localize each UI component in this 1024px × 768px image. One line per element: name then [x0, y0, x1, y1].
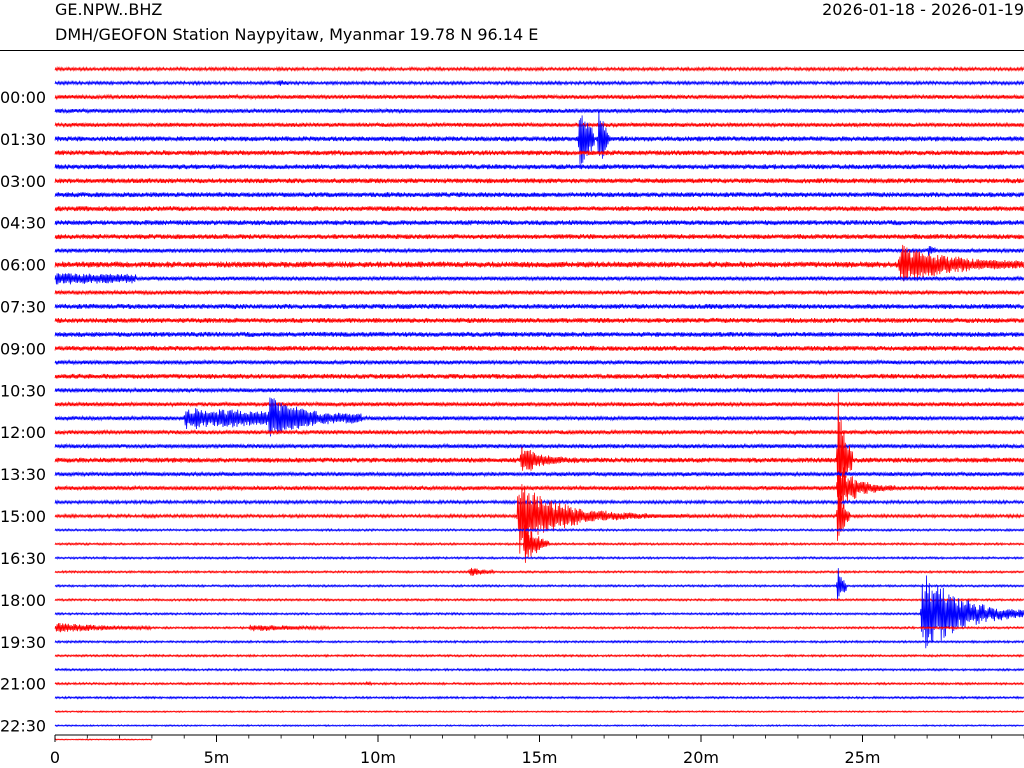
- trace-line-17: [54, 303, 1024, 310]
- trace-line-5: [54, 110, 1024, 165]
- y-tick-label: 09:00: [0, 339, 46, 358]
- trace-line-42: [54, 653, 1024, 658]
- traces-group: [54, 65, 1024, 741]
- trace-line-12: [54, 233, 1024, 240]
- trace-line-22: [54, 373, 1024, 380]
- y-tick-label: 00:00: [0, 88, 46, 107]
- trace-line-11: [54, 219, 1024, 226]
- y-tick-label: 13:30: [0, 465, 46, 484]
- y-tick-label: 03:00: [0, 172, 46, 191]
- trace-line-24: [54, 400, 1024, 408]
- y-tick-label: 12:00: [0, 423, 46, 442]
- x-tick-label: 20m: [683, 748, 719, 767]
- trace-line-2: [54, 93, 1024, 101]
- y-tick-label: 01:30: [0, 130, 46, 149]
- trace-line-27: [54, 442, 1024, 450]
- trace-line-14: [54, 244, 1024, 282]
- trace-line-4: [54, 121, 1024, 129]
- trace-line-31: [54, 499, 1024, 506]
- trace-line-1: [54, 79, 1024, 87]
- trace-line-16: [54, 289, 1024, 296]
- trace-line-29: [54, 470, 1024, 478]
- x-axis: 0 5m 10m 15m 20m 25m: [50, 734, 1024, 767]
- trace-line-21: [54, 358, 1024, 366]
- trace-line-34: [54, 524, 1024, 563]
- trace-line-44: [54, 680, 1024, 687]
- trace-line-32: [54, 481, 1024, 554]
- trace-line-45: [54, 695, 1024, 700]
- trace-line-48: [54, 738, 152, 741]
- y-tick-label: 07:30: [0, 298, 46, 317]
- trace-line-26: [54, 428, 1024, 436]
- trace-line-8: [54, 177, 1024, 184]
- trace-line-47: [54, 724, 1024, 728]
- x-tick-label: 5m: [204, 748, 230, 767]
- trace-line-28: [54, 392, 1024, 514]
- x-tick-label: 0: [50, 748, 60, 767]
- x-tick-label: 15m: [522, 748, 558, 767]
- y-tick-label: 21:00: [0, 675, 46, 694]
- x-tick-label: 25m: [845, 748, 881, 767]
- trace-line-18: [54, 317, 1024, 324]
- date-range: 2026-01-18 - 2026-01-19: [822, 0, 1024, 19]
- trace-line-0: [54, 65, 1024, 73]
- station-description: DMH/GEOFON Station Naypyitaw, Myanmar 19…: [55, 25, 539, 44]
- trace-line-3: [54, 107, 1024, 115]
- header-rule: [0, 50, 1024, 51]
- trace-line-20: [54, 345, 1024, 352]
- trace-line-13: [54, 245, 1024, 256]
- trace-line-9: [54, 191, 1024, 198]
- x-tick-label: 10m: [360, 748, 396, 767]
- trace-line-37: [54, 568, 1024, 601]
- trace-line-6: [54, 149, 1024, 156]
- trace-line-36: [54, 567, 1024, 576]
- y-tick-label: 19:30: [0, 633, 46, 652]
- trace-line-25: [54, 397, 1024, 437]
- trace-line-40: [54, 622, 1024, 633]
- y-tick-label: 04:30: [0, 214, 46, 233]
- trace-line-19: [54, 331, 1024, 338]
- trace-line-38: [54, 597, 1024, 603]
- y-tick-label: 22:30: [0, 717, 46, 736]
- trace-line-39: [54, 575, 1024, 649]
- trace-line-46: [54, 710, 1024, 714]
- trace-line-41: [54, 639, 1024, 645]
- station-code: GE.NPW..BHZ: [55, 0, 163, 19]
- trace-line-23: [54, 387, 1024, 394]
- y-tick-label: 16:30: [0, 549, 46, 568]
- trace-line-35: [54, 555, 1024, 561]
- y-tick-label: 10:30: [0, 381, 46, 400]
- trace-line-43: [54, 667, 1024, 672]
- y-tick-label: 15:00: [0, 507, 46, 526]
- trace-line-30: [54, 467, 1024, 509]
- trace-line-7: [54, 163, 1024, 170]
- trace-line-15: [54, 273, 1024, 285]
- y-axis-labels: 00:00 01:30 03:00 04:30 06:00 07:30 09:00 10:30…: [0, 88, 46, 736]
- y-tick-label: 06:00: [0, 256, 46, 275]
- y-tick-label: 18:00: [0, 591, 46, 610]
- trace-line-10: [54, 205, 1024, 212]
- trace-line-33: [54, 527, 1024, 533]
